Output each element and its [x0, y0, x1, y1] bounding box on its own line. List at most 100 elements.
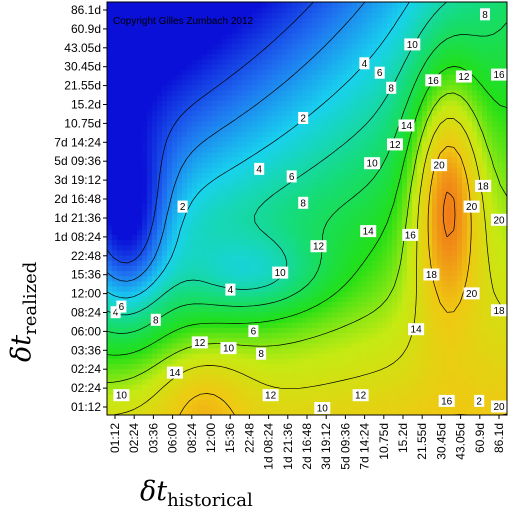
heatmap-cell	[322, 296, 328, 303]
heatmap-cell	[397, 327, 403, 333]
heatmap-cell	[282, 409, 288, 415]
heatmap-cell	[407, 270, 413, 277]
heatmap-cell	[372, 167, 378, 173]
heatmap-cell	[232, 193, 238, 199]
heatmap-cell	[167, 244, 173, 251]
heatmap-cell	[342, 156, 348, 163]
heatmap-cell	[377, 254, 383, 261]
heatmap-cell	[472, 270, 478, 277]
heatmap-cell	[322, 254, 328, 261]
heatmap-cell	[327, 120, 333, 127]
heatmap-cell	[247, 347, 253, 354]
heatmap-cell	[282, 368, 288, 375]
heatmap-cell	[197, 89, 203, 96]
heatmap-cell	[387, 265, 393, 272]
heatmap-cell	[367, 172, 373, 179]
heatmap-cell	[412, 218, 418, 225]
heatmap-cell	[307, 389, 313, 395]
heatmap-cell	[162, 358, 168, 364]
heatmap-cell	[337, 378, 343, 385]
heatmap-cell	[337, 234, 343, 241]
heatmap-cell	[222, 239, 228, 246]
heatmap-cell	[157, 100, 163, 106]
heatmap-cell	[467, 218, 473, 225]
heatmap-cell	[167, 105, 173, 112]
heatmap-cell	[237, 146, 243, 153]
heatmap-cell	[492, 136, 498, 142]
heatmap-cell	[307, 187, 313, 194]
heatmap-cell	[152, 394, 158, 401]
heatmap-cell	[397, 311, 403, 318]
heatmap-cell	[182, 285, 188, 292]
heatmap-cell	[327, 249, 333, 256]
heatmap-cell	[247, 146, 253, 153]
heatmap-cell	[442, 389, 448, 395]
heatmap-cell	[482, 404, 488, 411]
heatmap-cell	[222, 136, 228, 142]
heatmap-cell	[247, 409, 253, 415]
heatmap-cell	[172, 322, 178, 328]
heatmap-cell	[127, 177, 133, 184]
heatmap-cell	[412, 260, 418, 266]
heatmap-cell	[222, 368, 228, 375]
heatmap-cell	[172, 332, 178, 339]
heatmap-cell	[242, 213, 248, 220]
heatmap-cell	[242, 378, 248, 385]
heatmap-cell	[317, 120, 323, 127]
heatmap-cell	[422, 316, 428, 323]
heatmap-cell	[442, 110, 448, 117]
heatmap-cell	[147, 136, 153, 142]
heatmap-cell	[122, 198, 128, 204]
heatmap-cell	[392, 234, 398, 241]
heatmap-cell	[457, 172, 463, 179]
heatmap-cell	[252, 182, 258, 189]
heatmap-cell	[242, 156, 248, 163]
heatmap-cell	[327, 394, 333, 401]
heatmap-cell	[287, 409, 293, 415]
heatmap-cell	[417, 172, 423, 179]
heatmap-cell	[382, 177, 388, 184]
heatmap-cell	[357, 244, 363, 251]
heatmap-cell	[217, 94, 223, 101]
heatmap-cell	[222, 229, 228, 235]
heatmap-cell	[177, 353, 183, 359]
heatmap-cell	[257, 363, 263, 370]
heatmap-cell	[437, 239, 443, 246]
heatmap-cell	[197, 187, 203, 194]
heatmap-cell	[462, 244, 468, 251]
heatmap-cell	[427, 291, 433, 297]
heatmap-cell	[147, 347, 153, 354]
heatmap-cell	[447, 249, 453, 256]
heatmap-cell	[292, 275, 298, 282]
heatmap-cell	[112, 244, 118, 251]
heatmap-cell	[182, 249, 188, 256]
heatmap-cell	[357, 234, 363, 241]
heatmap-cell	[292, 187, 298, 194]
heatmap-cell	[337, 100, 343, 106]
heatmap-cell	[492, 260, 498, 266]
heatmap-cell	[182, 342, 188, 349]
heatmap-cell	[282, 358, 288, 364]
heatmap-cell	[212, 399, 218, 406]
heatmap-cell	[262, 358, 268, 364]
heatmap-cell	[172, 172, 178, 179]
heatmap-cell	[182, 229, 188, 235]
heatmap-cell	[247, 373, 253, 380]
heatmap-cell	[287, 373, 293, 380]
heatmap-cell	[442, 254, 448, 261]
heatmap-cell	[232, 244, 238, 251]
heatmap-cell	[182, 373, 188, 380]
heatmap-cell	[332, 384, 338, 390]
heatmap-cell	[252, 223, 258, 230]
heatmap-cell	[147, 151, 153, 158]
heatmap-cell	[232, 322, 238, 328]
heatmap-cell	[157, 249, 163, 256]
heatmap-cell	[342, 399, 348, 406]
heatmap-cell	[472, 244, 478, 251]
heatmap-cell	[422, 280, 428, 287]
heatmap-cell	[477, 265, 483, 272]
heatmap-cell	[147, 125, 153, 132]
heatmap-cell	[342, 151, 348, 158]
heatmap-cell	[192, 332, 198, 339]
heatmap-cell	[347, 239, 353, 246]
